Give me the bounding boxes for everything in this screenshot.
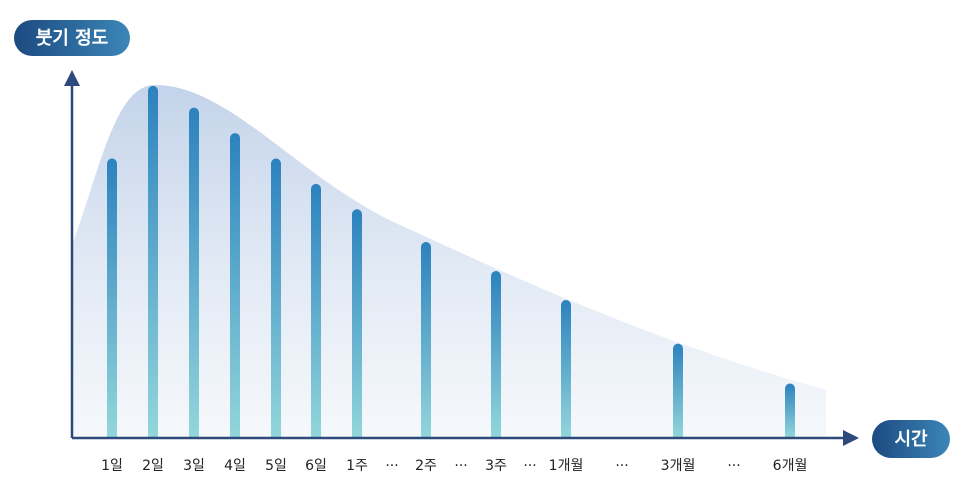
x-tick-label: 1주 [346, 458, 368, 474]
bar [352, 209, 362, 438]
bar [148, 85, 158, 438]
x-tick-label: 3주 [485, 458, 507, 474]
x-axis-arrow [843, 430, 859, 446]
bar [271, 158, 281, 439]
x-tick-label: 5일 [265, 458, 287, 474]
y-axis-label: 붓기 정도 [36, 28, 109, 49]
x-tick-label: 6개월 [773, 458, 808, 474]
x-tick-label: 6일 [305, 458, 327, 474]
x-tick-label: 1일 [101, 458, 123, 474]
x-tick-label: 2주 [415, 458, 437, 474]
bar [785, 383, 795, 438]
x-tick-label: ··· [454, 458, 467, 474]
bar [421, 241, 431, 438]
x-tick-label: 3개월 [661, 458, 696, 474]
bar [491, 271, 501, 438]
x-label-badge [872, 420, 950, 458]
x-tick-label: ··· [523, 458, 536, 474]
bar [561, 300, 571, 438]
bar [230, 133, 240, 438]
curve-area [72, 85, 826, 438]
bar [311, 183, 321, 438]
x-tick-label: 3일 [183, 458, 205, 474]
x-tick-label: 1개월 [549, 458, 584, 474]
x-tick-label: ··· [385, 458, 398, 474]
x-axis-label: 시간 [894, 429, 928, 450]
y-label-badge [14, 20, 130, 56]
bar [673, 343, 683, 438]
x-tick-label: ··· [615, 458, 628, 474]
y-axis-arrow [64, 70, 80, 86]
x-tick-label: 2일 [142, 458, 164, 474]
x-tick-label: ··· [727, 458, 740, 474]
bar [107, 158, 117, 439]
x-tick-label: 4일 [224, 458, 246, 474]
bar [189, 107, 199, 439]
